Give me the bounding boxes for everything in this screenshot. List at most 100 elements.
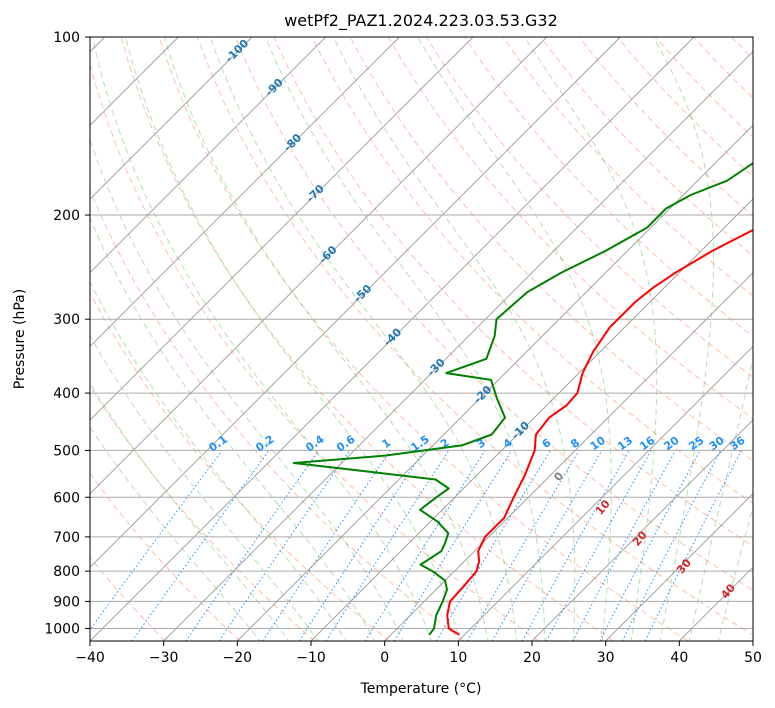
isotherm-line (458, 345, 753, 641)
moist-adiabat-line (523, 37, 658, 641)
moist-adiabat-label: 0 (551, 469, 566, 483)
moist-adiabat-line (90, 280, 347, 641)
isotherm-label: -20 (471, 383, 494, 406)
mixing-ratio-line (521, 450, 630, 641)
moist-adiabat-line (90, 382, 290, 641)
dry-adiabat-line (120, 37, 614, 641)
moist-adiabat-label: 10 (593, 497, 613, 517)
dry-adiabat-line (693, 37, 753, 99)
mixing-ratio-label: 0.1 (206, 433, 229, 455)
dry-adiabat-line (464, 37, 753, 337)
isotherm-label: -60 (316, 243, 339, 266)
dry-adiabat-line (158, 37, 689, 641)
dry-adiabat-line (655, 37, 753, 138)
dry-adiabat-line (235, 37, 753, 591)
mixing-ratio-line (393, 450, 513, 641)
y-axis-label: Pressure (hPa) (12, 289, 28, 389)
x-tick-label: −20 (223, 650, 253, 666)
mixing-ratio-line (621, 450, 722, 641)
isotherm-line (679, 566, 753, 641)
moist-adiabat-line (417, 37, 612, 641)
isotherm-line (90, 37, 474, 421)
isotherm-line (163, 51, 753, 641)
y-tick-label: 500 (53, 443, 80, 459)
y-tick-label: 400 (53, 386, 80, 402)
x-tick-label: −40 (75, 650, 105, 666)
x-tick-label: 30 (597, 650, 615, 666)
isotherm-label: -10 (509, 419, 532, 442)
dry-adiabat-line (502, 37, 753, 297)
isotherm-line (90, 37, 547, 495)
mixing-ratio-label: 0.4 (303, 432, 327, 454)
plot-frame (89, 36, 754, 642)
dry-adiabat-line (540, 37, 753, 257)
isotherm-line (237, 124, 753, 641)
moist-adiabat-label: 20 (630, 528, 650, 548)
isotherm-line (384, 272, 753, 641)
x-tick-label: 20 (523, 650, 541, 666)
isotherm-label: -40 (381, 325, 404, 348)
dry-adiabat-line (770, 37, 775, 641)
moist-adiabat-line (688, 355, 753, 641)
dry-adiabat-line (349, 37, 753, 462)
dry-adiabat-line (90, 62, 540, 641)
isotherm-line (90, 37, 326, 274)
mixing-ratio-line (90, 450, 223, 631)
dry-adiabat-line (90, 384, 316, 641)
mixing-ratio-line (572, 450, 676, 641)
chart-title: wetPf2_PAZ1.2024.223.03.53.G32 (284, 11, 558, 31)
x-axis-label: Temperature (°C) (360, 681, 482, 697)
dry-adiabat-line (387, 37, 753, 420)
y-tick-label: 600 (53, 490, 80, 506)
x-tick-label: 50 (744, 650, 762, 666)
x-tick-label: −30 (149, 650, 179, 666)
isotherm-line (752, 640, 753, 641)
dry-adiabat-line (90, 472, 241, 641)
mixing-ratio-line (325, 450, 450, 641)
x-tick-label: 40 (670, 650, 688, 666)
x-tick-label: 10 (449, 650, 467, 666)
y-tick-label: 800 (53, 564, 80, 580)
dry-adiabat-line (311, 37, 753, 504)
isotherm-label: -50 (351, 282, 374, 305)
moist-adiabat-line (90, 138, 404, 641)
mixing-ratio-line (218, 450, 351, 641)
isotherm-label: -90 (263, 76, 286, 99)
mixing-ratio-line (185, 450, 320, 641)
moist-adiabat-label: 30 (674, 556, 694, 576)
dry-adiabat-line (425, 37, 753, 378)
temperature-profile-line (446, 228, 753, 636)
isotherm-line (531, 419, 753, 641)
isotherm-label: -80 (281, 131, 304, 154)
isotherm-line (90, 37, 400, 347)
x-tick-label: 0 (380, 650, 389, 666)
mixing-ratio-label: 1 (380, 436, 394, 451)
isotherm-line (310, 198, 753, 641)
dry-adiabat-line (273, 37, 753, 547)
mixing-ratio-label: 6 (540, 436, 554, 451)
mixing-ratio-line (262, 450, 391, 641)
dry-adiabat-line (197, 37, 753, 636)
y-tick-label: 300 (53, 312, 80, 328)
y-tick-label: 900 (53, 594, 80, 610)
y-tick-label: 1000 (44, 621, 80, 637)
dry-adiabat-line (90, 188, 465, 641)
isotherm-line (605, 493, 753, 641)
mixing-ratio-label: 8 (568, 436, 582, 451)
x-tick-label: −10 (296, 650, 326, 666)
isotherm-line (90, 37, 695, 641)
y-tick-label: 100 (53, 30, 80, 46)
moist-adiabat-line (125, 37, 461, 641)
isotherm-line (90, 37, 621, 568)
dewpoint-profile-line (292, 161, 753, 636)
mixing-ratio-line (599, 450, 701, 641)
mixing-ratio-line (545, 450, 652, 641)
isotherm-line (90, 37, 253, 200)
mixing-ratio-line (644, 450, 742, 641)
moist-adiabat-line (90, 217, 376, 641)
moist-adiabat-line (209, 37, 518, 641)
moist-adiabat-line (90, 426, 261, 641)
mixing-ratio-line (435, 450, 552, 641)
dry-adiabat-line (616, 37, 753, 178)
